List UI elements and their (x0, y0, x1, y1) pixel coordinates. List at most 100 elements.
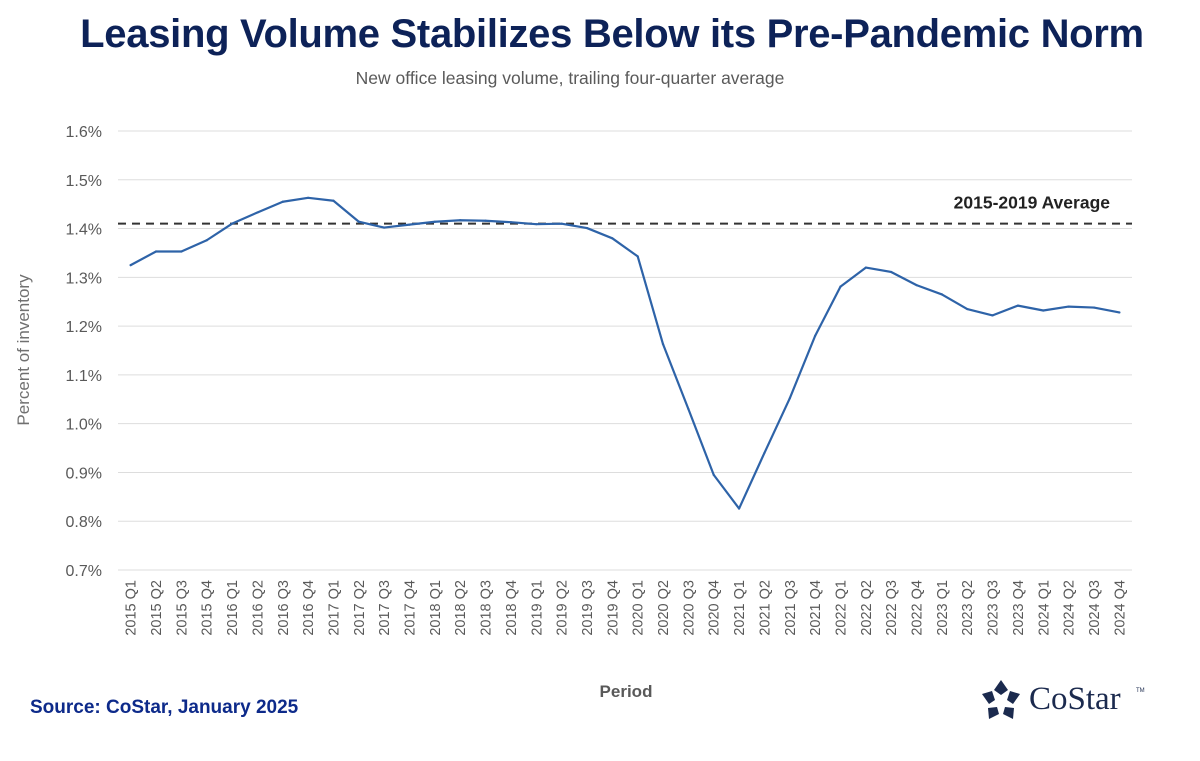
data-point (1067, 305, 1070, 308)
x-tick-label: 2020 Q2 (656, 580, 672, 636)
x-tick-label: 2020 Q4 (707, 580, 723, 636)
data-point (737, 507, 741, 510)
x-tick-label: 2015 Q1 (124, 580, 140, 636)
x-tick-label: 2021 Q1 (732, 580, 748, 636)
data-point (788, 397, 791, 400)
data-point (459, 219, 462, 222)
x-tick-label: 2016 Q2 (250, 580, 266, 636)
y-tick-label: 1.6% (66, 124, 102, 141)
x-tick-label: 2018 Q2 (453, 580, 469, 636)
source-note: Source: CoStar, January 2025 (30, 697, 299, 718)
data-point (535, 223, 538, 226)
x-tick-label: 2024 Q2 (1062, 580, 1078, 636)
costar-logo: CoStar TM (978, 678, 1148, 722)
x-tick-label: 2022 Q2 (859, 580, 875, 636)
x-tick-label: 2023 Q4 (1011, 580, 1027, 636)
x-tick-label: 2024 Q1 (1036, 580, 1052, 636)
y-tick-label: 1.2% (66, 319, 102, 336)
series-group (129, 196, 1121, 510)
data-point (687, 407, 690, 411)
data-point (839, 285, 842, 288)
data-point (154, 250, 158, 253)
x-tick-label: 2017 Q4 (403, 580, 419, 636)
x-tick-label: 2022 Q1 (833, 580, 849, 636)
data-point (814, 334, 817, 337)
data-point (205, 239, 208, 242)
x-tick-label: 2022 Q4 (910, 580, 926, 636)
data-point (712, 473, 715, 476)
data-point (890, 270, 893, 274)
data-point (611, 237, 614, 240)
y-tick-label: 1.5% (66, 173, 102, 190)
x-tick-label: 2020 Q1 (631, 580, 647, 636)
x-tick-label: 2021 Q3 (783, 580, 799, 636)
x-tick-labels: 2015 Q1 2015 Q2 2015 Q3 2015 Q4 2016 Q1 2016 … (124, 580, 1129, 636)
data-point (408, 223, 411, 226)
data-point (661, 343, 665, 346)
costar-logo-icon (982, 680, 1020, 719)
reference-line-label: 2015-2019 Average (954, 193, 1111, 213)
reference-line-group: 2015-2019 Average (118, 193, 1132, 225)
data-point (1118, 311, 1121, 314)
x-tick-label: 2022 Q3 (884, 580, 900, 636)
y-tick-label: 0.7% (66, 563, 102, 580)
x-tick-label: 2018 Q3 (479, 580, 495, 636)
y-tick-label: 1.0% (66, 417, 102, 434)
data-point (129, 264, 132, 267)
x-tick-label: 2017 Q3 (377, 580, 393, 636)
x-tick-label: 2017 Q2 (352, 580, 368, 636)
y-tick-label: 1.4% (66, 222, 102, 239)
data-point (864, 266, 867, 269)
x-tick-label: 2023 Q1 (935, 580, 951, 636)
data-point (383, 226, 386, 229)
data-point (281, 200, 284, 203)
data-point (585, 226, 589, 230)
x-tick-label: 2019 Q1 (529, 580, 545, 636)
x-axis-label: Period (600, 682, 653, 701)
data-point (560, 222, 563, 225)
data-point (180, 250, 183, 253)
costar-logo-text: CoStar (1029, 681, 1121, 717)
data-point (940, 293, 943, 296)
x-tick-label: 2019 Q3 (580, 580, 596, 636)
x-tick-label: 2023 Q2 (960, 580, 976, 636)
x-tick-label: 2019 Q4 (605, 580, 621, 636)
x-tick-label: 2021 Q4 (808, 580, 824, 636)
x-tick-label: 2016 Q3 (276, 580, 292, 636)
data-point (357, 220, 360, 223)
grid-lines (118, 130, 1132, 571)
data-point (915, 284, 918, 287)
x-tick-label: 2019 Q2 (555, 580, 571, 636)
data-point (1042, 309, 1045, 312)
data-point (509, 221, 513, 224)
data-point (1016, 304, 1020, 307)
x-tick-label: 2016 Q1 (225, 580, 241, 636)
y-tick-label: 1.1% (66, 368, 102, 385)
x-tick-label: 2023 Q3 (986, 580, 1002, 636)
data-point (991, 314, 994, 317)
x-tick-label: 2015 Q2 (149, 580, 165, 636)
y-axis-label: Percent of inventory (14, 274, 33, 426)
x-tick-label: 2016 Q4 (301, 580, 317, 636)
costar-logo-trademark: TM (1136, 688, 1145, 694)
x-tick-label: 2020 Q3 (681, 580, 697, 636)
y-tick-label: 1.3% (66, 270, 102, 287)
x-tick-label: 2024 Q3 (1087, 580, 1103, 636)
data-point (966, 307, 969, 311)
y-tick-label: 0.9% (66, 465, 102, 482)
x-tick-label: 2017 Q1 (326, 580, 342, 636)
data-point (256, 211, 259, 214)
data-point (1092, 306, 1096, 309)
x-tick-label: 2018 Q1 (428, 580, 444, 636)
x-tick-label: 2015 Q3 (174, 580, 190, 636)
x-tick-label: 2024 Q4 (1112, 580, 1128, 636)
data-point (763, 451, 766, 455)
x-tick-label: 2018 Q4 (504, 580, 520, 636)
chart-title: Leasing Volume Stabilizes Below its Pre-… (80, 12, 1144, 56)
data-point (307, 196, 310, 199)
x-tick-label: 2021 Q2 (757, 580, 773, 636)
data-point (636, 255, 639, 258)
data-point (332, 199, 335, 202)
y-tick-labels: 0.7% 0.8% 0.9% 1.0% 1.1% 1.2% 1.3% 1.4% 1.5% 1.6% (66, 124, 102, 580)
